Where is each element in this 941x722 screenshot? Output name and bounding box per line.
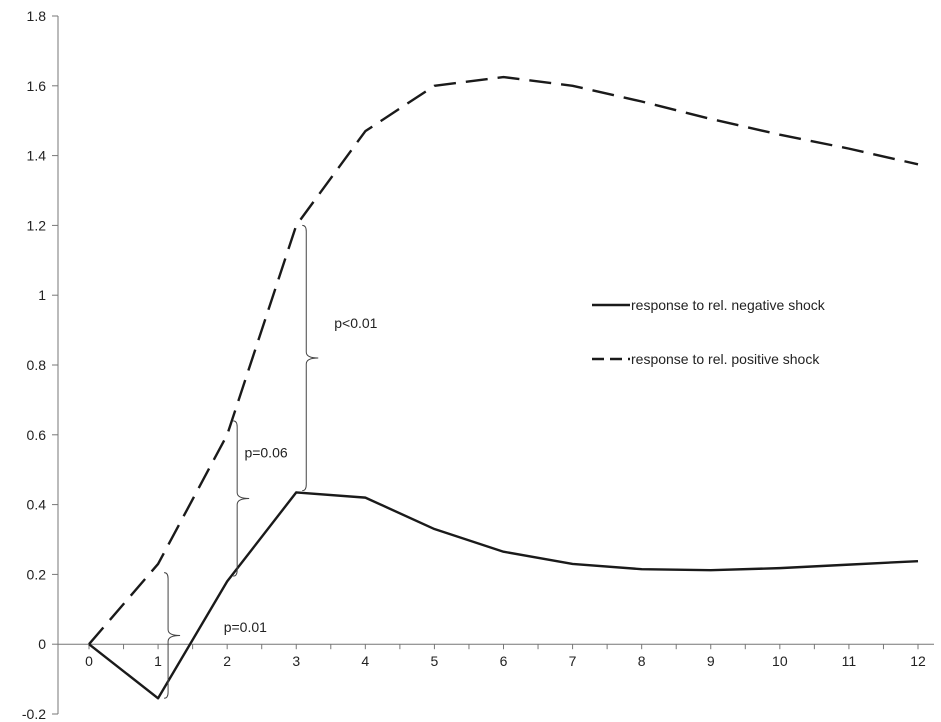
x-tick-label: 4 xyxy=(361,653,369,669)
y-tick-label: 1 xyxy=(38,287,46,303)
x-tick-label: 6 xyxy=(500,653,508,669)
x-tick-label: 9 xyxy=(707,653,715,669)
y-tick-label: 1.2 xyxy=(27,217,47,233)
x-tick-label: 2 xyxy=(223,653,231,669)
x-tick-label: 7 xyxy=(569,653,577,669)
significance-label: p<0.01 xyxy=(334,315,377,331)
x-tick-label: 1 xyxy=(154,653,162,669)
legend-label-positive: response to rel. positive shock xyxy=(631,351,820,367)
y-axis-ticks: -0.2 0 0.2 0.4 0.6 0.8 1 1.2 1.4 1.6 1.8 xyxy=(22,8,58,722)
significance-label: p=0.01 xyxy=(224,619,267,635)
x-tick-label: 5 xyxy=(431,653,439,669)
x-tick-label: 8 xyxy=(638,653,646,669)
x-tick-label: 10 xyxy=(772,653,788,669)
significance-label: p=0.06 xyxy=(244,444,287,460)
legend-label-negative: response to rel. negative shock xyxy=(631,297,826,313)
y-tick-label: -0.2 xyxy=(22,706,46,722)
y-tick-label: 0.8 xyxy=(27,357,47,373)
x-tick-label: 12 xyxy=(910,653,926,669)
y-tick-label: 1.8 xyxy=(27,8,47,24)
y-tick-label: 0.2 xyxy=(27,566,47,582)
series-lines xyxy=(88,75,919,700)
y-tick-label: 0.4 xyxy=(27,497,47,513)
x-tick-label: 3 xyxy=(292,653,300,669)
x-tick-label: 0 xyxy=(85,653,93,669)
significance-brace xyxy=(164,572,181,699)
y-tick-label: 1.6 xyxy=(27,78,47,94)
y-tick-label: 0 xyxy=(38,636,46,652)
y-tick-label: 1.4 xyxy=(27,148,47,164)
x-tick-label: 11 xyxy=(842,653,857,669)
significance-brace xyxy=(302,224,319,492)
legend: response to rel. negative shock response… xyxy=(592,297,826,367)
y-tick-label: 0.6 xyxy=(27,427,47,443)
x-axis-ticks: 0 1 2 3 4 5 6 7 8 9 10 11 12 xyxy=(85,644,926,669)
significance-annotations: p=0.01 p=0.06 p<0.01 xyxy=(164,224,378,699)
